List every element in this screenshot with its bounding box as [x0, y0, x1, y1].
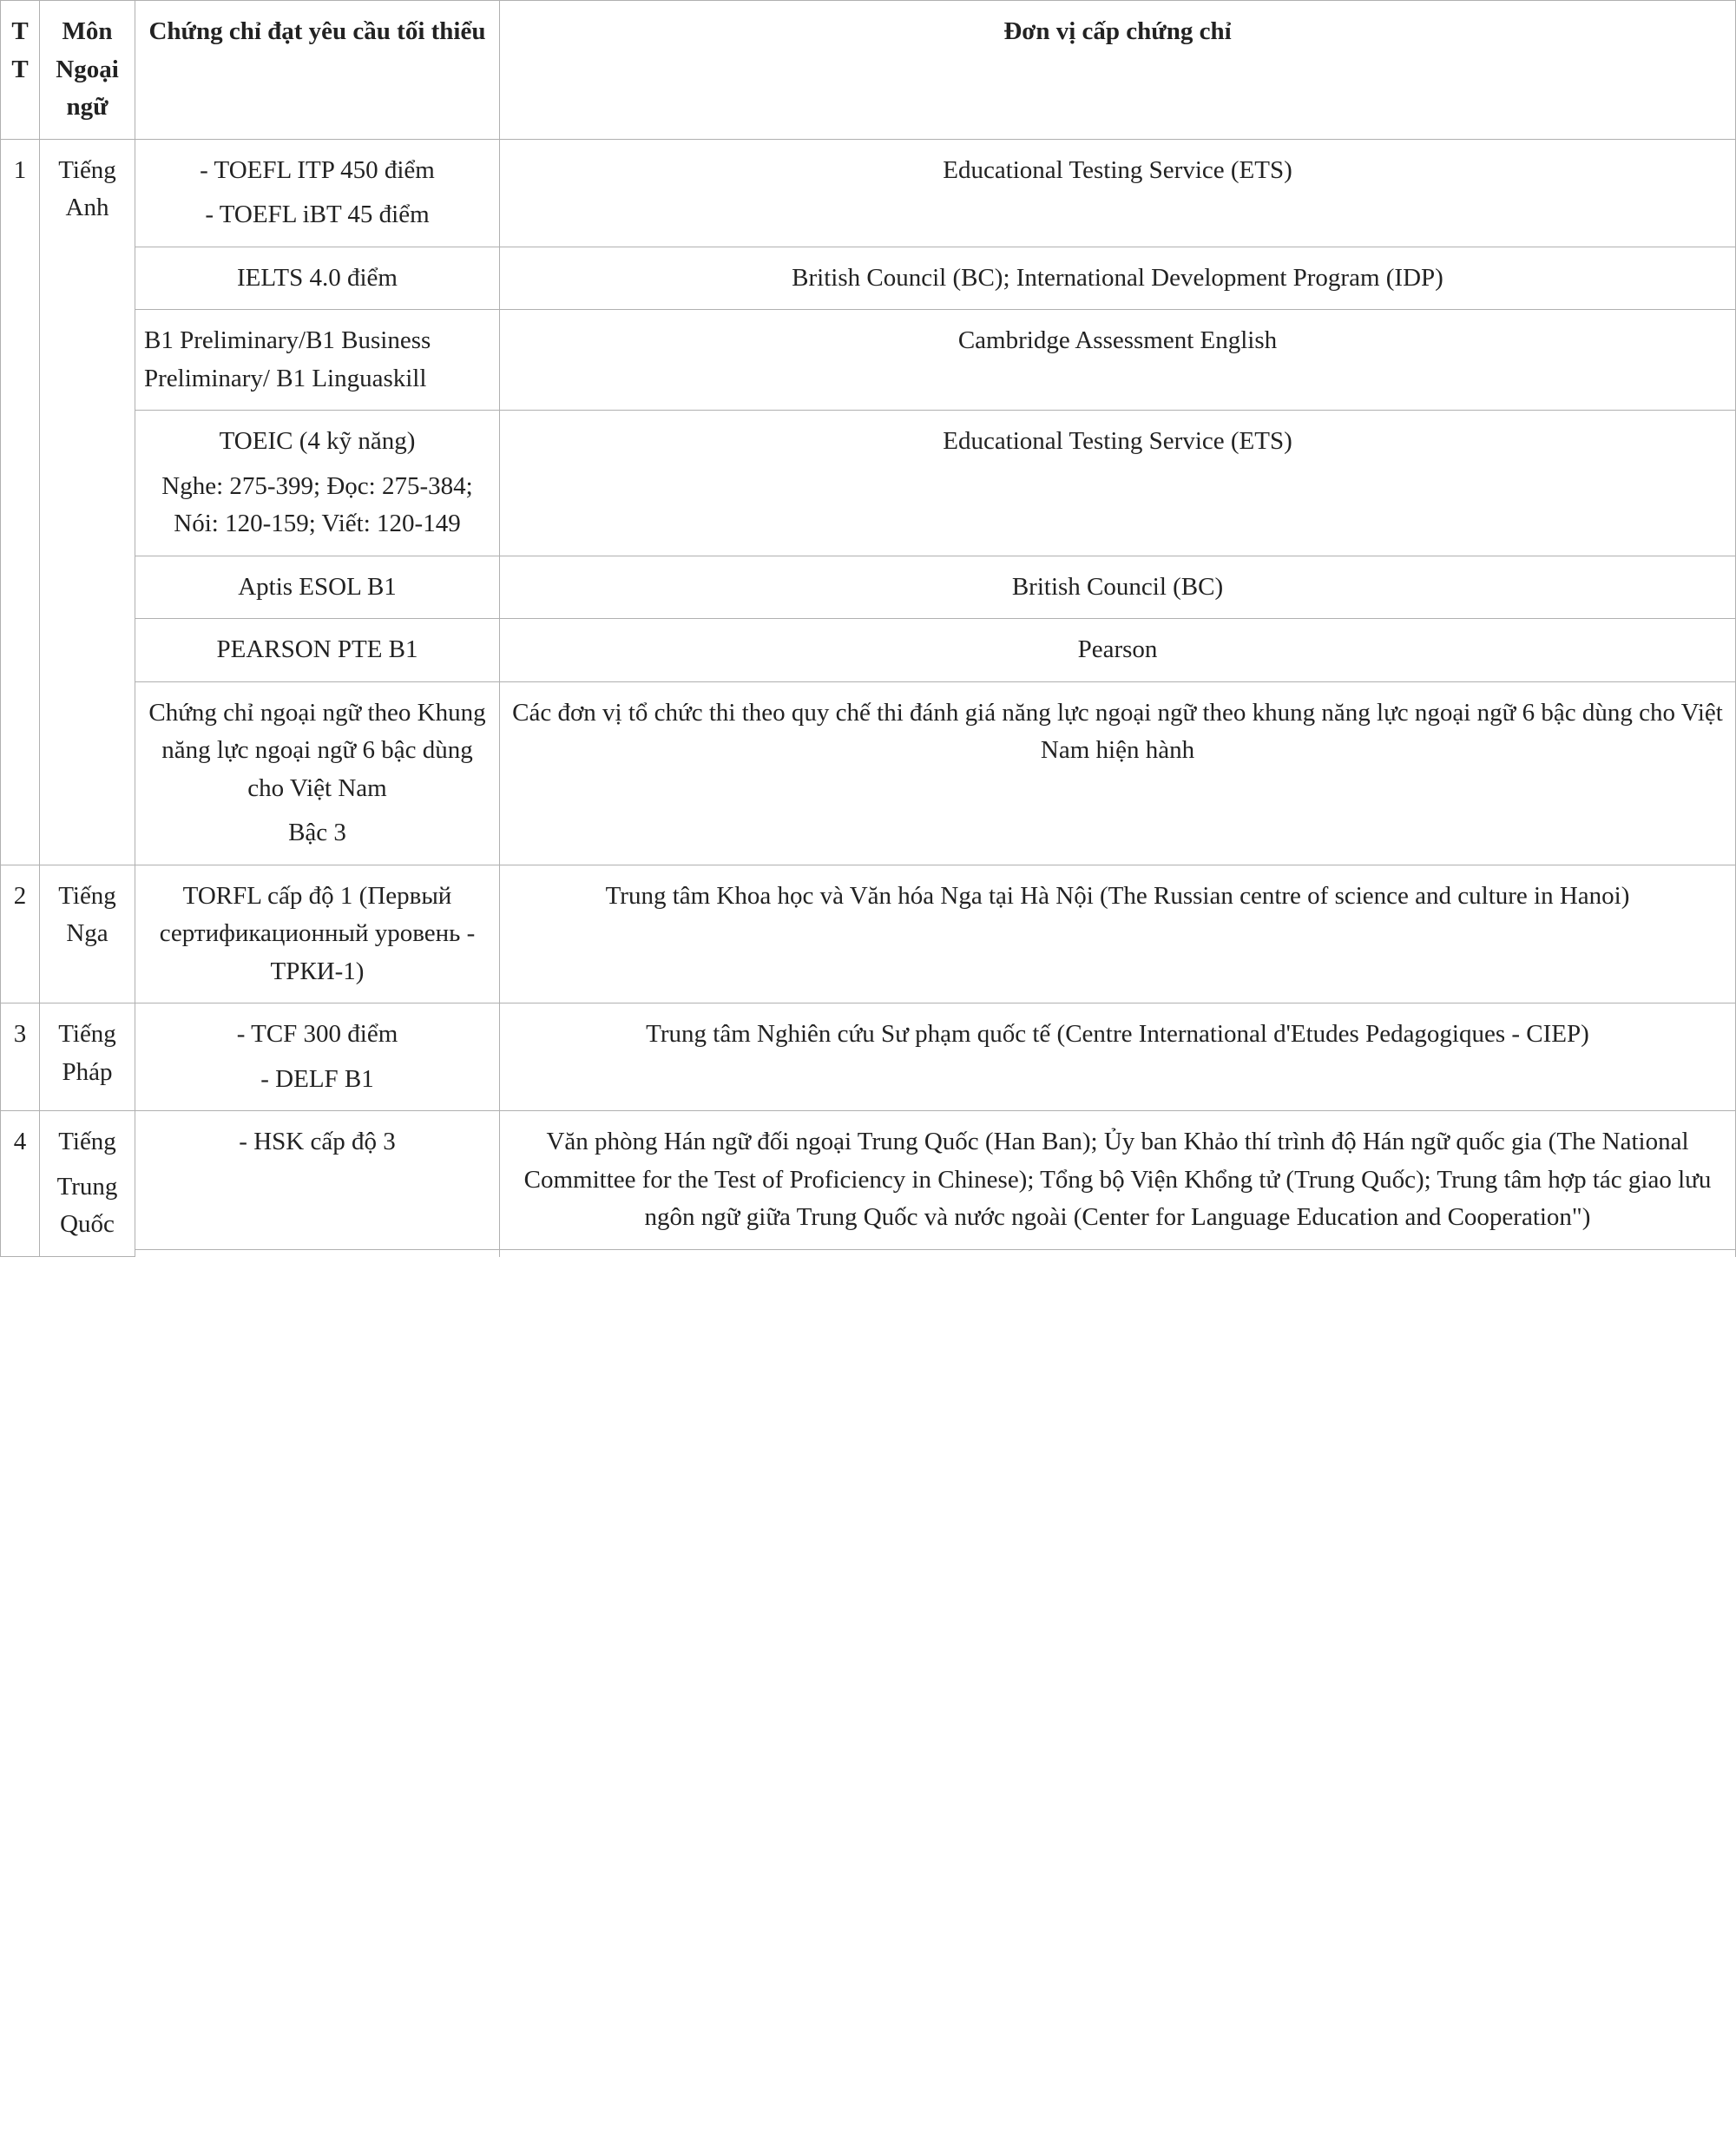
header-cert: Chứng chỉ đạt yêu cầu tối thiểu	[135, 1, 500, 140]
cell-cert: - TCF 300 điểm - DELF B1	[135, 1003, 500, 1111]
header-lang: Môn Ngoại ngữ	[40, 1, 135, 140]
cell-cert: Aptis ESOL B1	[135, 556, 500, 619]
header-tt: TT	[1, 1, 40, 140]
table-row: Chứng chỉ ngoại ngữ theo Khung năng lực …	[1, 681, 1736, 865]
cert-line: - DELF B1	[144, 1061, 490, 1099]
cell-cert: B1 Preliminary/B1 Business Preliminary/ …	[135, 310, 500, 411]
cell-issuer: Trung tâm Khoa học và Văn hóa Nga tại Hà…	[500, 865, 1736, 1003]
header-issuer: Đơn vị cấp chứng chỉ	[500, 1, 1736, 140]
cell-issuer: Educational Testing Service (ETS)	[500, 139, 1736, 247]
cell-cert-empty	[135, 1249, 500, 1257]
table-row: IELTS 4.0 điểm British Council (BC); Int…	[1, 247, 1736, 310]
lang-line: Trung Quốc	[49, 1168, 126, 1244]
cell-issuer: Cambridge Assessment English	[500, 310, 1736, 411]
cell-tt: 2	[1, 865, 40, 1003]
cell-issuer: Educational Testing Service (ETS)	[500, 411, 1736, 556]
cell-issuer: Trung tâm Nghiên cứu Sư phạm quốc tế (Ce…	[500, 1003, 1736, 1111]
table-row: B1 Preliminary/B1 Business Preliminary/ …	[1, 310, 1736, 411]
cell-lang: Tiếng Pháp	[40, 1003, 135, 1111]
cell-cert: IELTS 4.0 điểm	[135, 247, 500, 310]
cell-tt: 1	[1, 139, 40, 865]
certificate-table: TT Môn Ngoại ngữ Chứng chỉ đạt yêu cầu t…	[0, 0, 1736, 1257]
cell-issuer: Văn phòng Hán ngữ đối ngoại Trung Quốc (…	[500, 1111, 1736, 1250]
cert-line: Nghe: 275-399; Đọc: 275-384; Nói: 120-15…	[144, 468, 490, 543]
table-row: Aptis ESOL B1 British Council (BC)	[1, 556, 1736, 619]
cell-lang: Tiếng Nga	[40, 865, 135, 1003]
cert-line: Bậc 3	[144, 814, 490, 852]
table-row: PEARSON PTE B1 Pearson	[1, 619, 1736, 682]
cell-cert: PEARSON PTE B1	[135, 619, 500, 682]
cell-issuer: British Council (BC); International Deve…	[500, 247, 1736, 310]
table-row: 3 Tiếng Pháp - TCF 300 điểm - DELF B1 Tr…	[1, 1003, 1736, 1111]
cell-issuer: British Council (BC)	[500, 556, 1736, 619]
cell-lang: Tiếng Anh	[40, 139, 135, 865]
cell-issuer: Các đơn vị tổ chức thi theo quy chế thi …	[500, 681, 1736, 865]
table-row: TOEIC (4 kỹ năng) Nghe: 275-399; Đọc: 27…	[1, 411, 1736, 556]
cert-line: - TCF 300 điểm	[144, 1016, 490, 1054]
cert-line: - TOEFL iBT 45 điểm	[144, 196, 490, 234]
cert-line: TOEIC (4 kỹ năng)	[144, 423, 490, 461]
cell-tt: 3	[1, 1003, 40, 1111]
cell-cert: TOEIC (4 kỹ năng) Nghe: 275-399; Đọc: 27…	[135, 411, 500, 556]
table-header-row: TT Môn Ngoại ngữ Chứng chỉ đạt yêu cầu t…	[1, 1, 1736, 140]
cell-issuer-empty	[500, 1249, 1736, 1257]
table-row: 1 Tiếng Anh - TOEFL ITP 450 điểm - TOEFL…	[1, 139, 1736, 247]
cell-tt: 4	[1, 1111, 40, 1257]
cell-issuer: Pearson	[500, 619, 1736, 682]
cert-line: Chứng chỉ ngoại ngữ theo Khung năng lực …	[144, 694, 490, 808]
cell-cert: - TOEFL ITP 450 điểm - TOEFL iBT 45 điểm	[135, 139, 500, 247]
cell-lang: Tiếng Trung Quốc	[40, 1111, 135, 1257]
cell-cert: - HSK cấp độ 3	[135, 1111, 500, 1250]
table-row: 2 Tiếng Nga TORFL cấp độ 1 (Первый серти…	[1, 865, 1736, 1003]
cert-line: - TOEFL ITP 450 điểm	[144, 152, 490, 190]
table-row: 4 Tiếng Trung Quốc - HSK cấp độ 3 Văn ph…	[1, 1111, 1736, 1250]
cell-cert: Chứng chỉ ngoại ngữ theo Khung năng lực …	[135, 681, 500, 865]
cell-cert: TORFL cấp độ 1 (Первый сертификационный …	[135, 865, 500, 1003]
lang-line: Tiếng	[49, 1123, 126, 1161]
table-row	[1, 1249, 1736, 1257]
